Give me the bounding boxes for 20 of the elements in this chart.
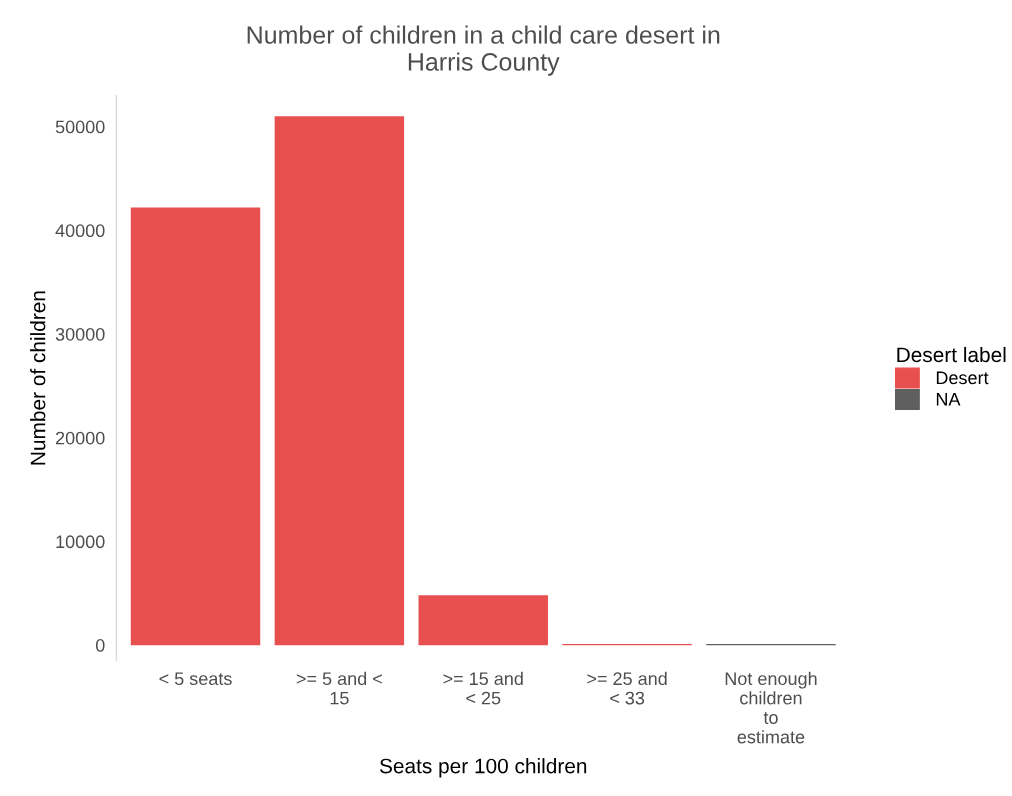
y-tick-label: 10000 — [56, 535, 105, 549]
y-tick-label: 0 — [95, 639, 105, 652]
y-tick-label: 50000 — [55, 120, 105, 134]
x-tick-label: >= 25 and < 33 — [587, 671, 667, 705]
x-tick-label: >= 15 and < 25 — [443, 671, 523, 705]
bar — [274, 116, 405, 646]
legend-label: Desert — [936, 371, 989, 385]
bar — [130, 207, 261, 646]
x-tick-label: >= 5 and < 15 — [296, 671, 382, 705]
x-tick-label: Not enough children to estimate — [725, 671, 817, 744]
x-tick-label: < 5 seats — [159, 672, 232, 686]
legend-title: Desert label — [897, 346, 1006, 363]
x-axis-title: Seats per 100 children — [379, 758, 587, 778]
y-axis-title: Number of children — [30, 291, 46, 465]
y-tick-label: 20000 — [55, 431, 105, 445]
legend-label: NA — [936, 393, 961, 406]
y-tick-label: 30000 — [55, 327, 105, 341]
chart-title: Number of children in a child care desert in Harris County — [247, 25, 720, 76]
bar — [418, 595, 548, 646]
y-tick-label: 40000 — [55, 224, 105, 238]
